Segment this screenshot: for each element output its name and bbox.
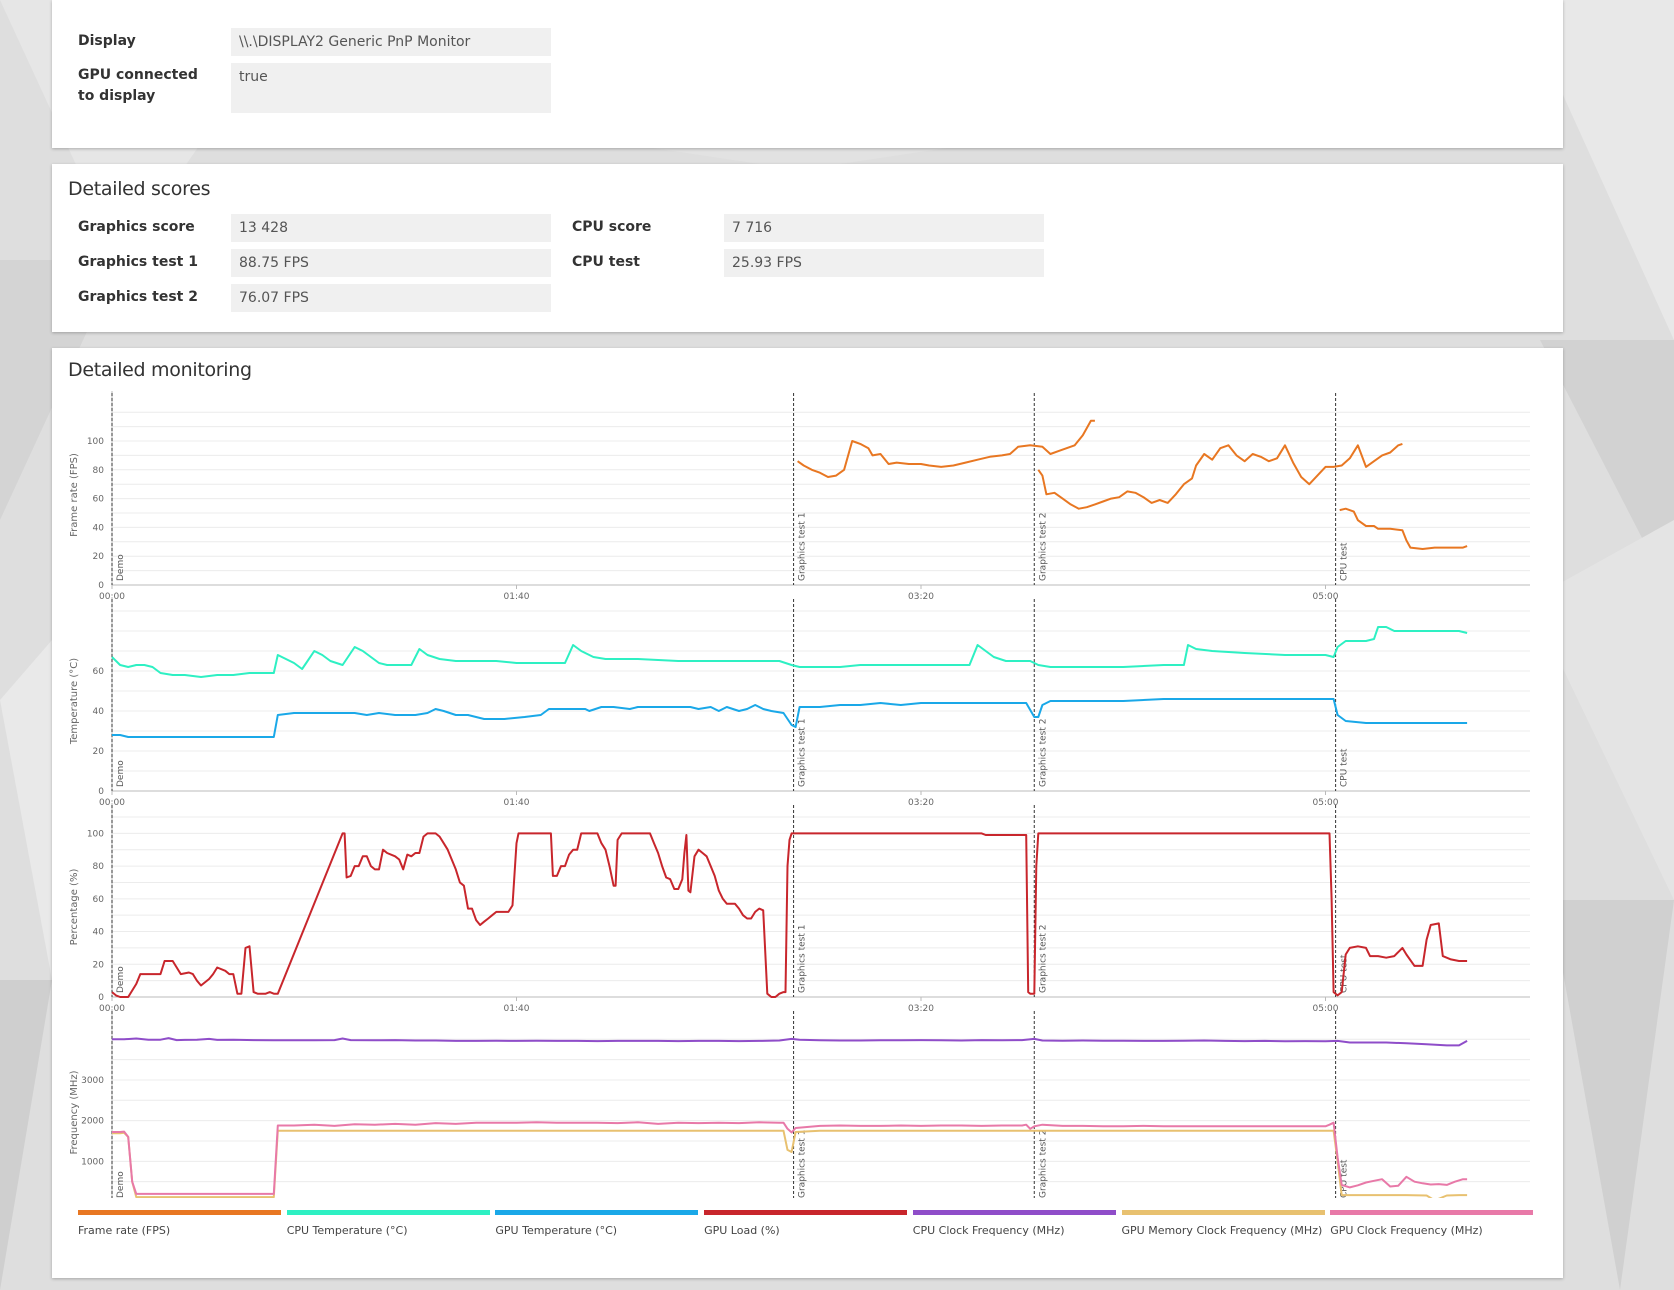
series-line-gpu-load bbox=[111, 832, 1468, 998]
test-marker-label: Graphics test 2 bbox=[1038, 513, 1048, 581]
score-label-graphics-test-1: Graphics test 1 bbox=[78, 254, 198, 270]
score-value-cpu-score: 7 716 bbox=[724, 214, 1044, 242]
test-marker-label: Graphics test 2 bbox=[1038, 719, 1048, 787]
series-line bbox=[112, 1037, 1468, 1047]
y-tick-label: 60 bbox=[93, 667, 105, 677]
y-tick-label: 60 bbox=[93, 495, 105, 505]
y-tick-label: 0 bbox=[98, 581, 104, 591]
legend-label: GPU Temperature (°C) bbox=[495, 1224, 618, 1237]
row-value-gpu-connected: true bbox=[231, 63, 551, 113]
y-tick-label: 20 bbox=[93, 747, 105, 757]
series-line bbox=[111, 626, 1468, 678]
legend-label: Frame rate (FPS) bbox=[78, 1224, 171, 1237]
score-label-graphics-test-2: Graphics test 2 bbox=[78, 289, 198, 305]
card-title-detailed-monitoring: Detailed monitoring bbox=[68, 359, 252, 381]
legend-item[interactable]: GPU Clock Frequency (MHz) bbox=[1330, 1210, 1534, 1240]
test-marker-label: Demo bbox=[116, 554, 126, 581]
x-tick-label: 03:20 bbox=[908, 798, 934, 808]
y-tick-label: 80 bbox=[93, 466, 105, 476]
y-tick-label: 20 bbox=[93, 960, 105, 970]
y-tick-label: 1000 bbox=[81, 1157, 104, 1167]
legend-item[interactable]: GPU Load (%) bbox=[704, 1210, 908, 1240]
test-marker-label: CPU test bbox=[1340, 1159, 1350, 1198]
score-value-graphics-score: 13 428 bbox=[231, 214, 551, 242]
test-marker-label: Demo bbox=[116, 1171, 126, 1198]
legend-color-bar bbox=[1121, 1210, 1325, 1215]
x-tick-label: 01:40 bbox=[504, 798, 530, 808]
test-marker-label: Graphics test 2 bbox=[1038, 1130, 1048, 1198]
y-tick-label: 0 bbox=[98, 993, 104, 1003]
card-title-detailed-scores: Detailed scores bbox=[68, 178, 211, 200]
test-marker-label: Demo bbox=[116, 966, 126, 993]
x-tick-label: 01:40 bbox=[504, 1004, 530, 1014]
test-marker-label: CPU test bbox=[1340, 748, 1350, 787]
system-info-card: Display \\.\DISPLAY2 Generic PnP Monitor… bbox=[52, 0, 1563, 148]
legend-color-bar bbox=[1330, 1210, 1534, 1215]
test-marker-label: Graphics test 1 bbox=[798, 925, 808, 993]
y-tick-label: 40 bbox=[93, 707, 105, 717]
y-tick-label: 80 bbox=[93, 862, 105, 872]
legend-label: CPU Temperature (°C) bbox=[286, 1224, 408, 1237]
x-tick-label: 05:00 bbox=[1313, 592, 1339, 602]
test-marker-label: Graphics test 1 bbox=[798, 1130, 808, 1198]
series-line bbox=[112, 1129, 1468, 1198]
test-marker-label: Graphics test 2 bbox=[1038, 925, 1048, 993]
x-tick-label: 01:40 bbox=[504, 592, 530, 602]
legend-color-bar bbox=[704, 1210, 908, 1215]
test-marker-label: CPU test bbox=[1340, 542, 1350, 581]
legend-color-bar bbox=[495, 1210, 699, 1215]
y-tick-label: 3000 bbox=[81, 1076, 104, 1086]
series-line bbox=[1339, 507, 1468, 550]
x-tick-label: 03:20 bbox=[908, 1004, 934, 1014]
x-tick-label: 03:20 bbox=[908, 592, 934, 602]
y-tick-label: 100 bbox=[87, 829, 104, 839]
y-tick-label: 20 bbox=[93, 552, 105, 562]
y-axis-label: Temperature (°C) bbox=[69, 658, 80, 745]
detailed-monitoring-card: Detailed monitoring 0 20 40 60 80 100 Frame ra… bbox=[52, 348, 1563, 1278]
test-marker-label: Graphics test 1 bbox=[798, 513, 808, 581]
y-tick-label: 40 bbox=[93, 523, 105, 533]
y-axis-label: Frame rate (FPS) bbox=[69, 453, 80, 537]
y-tick-label: 100 bbox=[87, 437, 104, 447]
score-label-cpu-test: CPU test bbox=[572, 254, 640, 270]
x-tick-label: 05:00 bbox=[1313, 798, 1339, 808]
legend-label: GPU Clock Frequency (MHz) bbox=[1330, 1224, 1483, 1237]
y-tick-label: 40 bbox=[93, 928, 105, 938]
legend-label: GPU Load (%) bbox=[704, 1224, 780, 1237]
series-line bbox=[1037, 442, 1403, 510]
legend-item[interactable]: Frame rate (FPS) bbox=[78, 1210, 281, 1240]
row-label-display: Display bbox=[78, 33, 136, 49]
legend-label: CPU Clock Frequency (MHz) bbox=[912, 1224, 1065, 1237]
detailed-scores-card: Detailed scores Graphics score 13 428 Gr… bbox=[52, 164, 1563, 332]
y-tick-label: 60 bbox=[93, 895, 105, 905]
test-marker-label: Demo bbox=[116, 760, 126, 787]
row-value-display: \\.\DISPLAY2 Generic PnP Monitor bbox=[231, 28, 551, 56]
score-value-cpu-test: 25.93 FPS bbox=[724, 249, 1044, 277]
legend-item[interactable]: CPU Temperature (°C) bbox=[286, 1210, 490, 1240]
legend-item[interactable]: GPU Temperature (°C) bbox=[495, 1210, 699, 1240]
series-line bbox=[797, 419, 1095, 478]
test-marker-label: Graphics test 1 bbox=[798, 719, 808, 787]
legend-color-bar bbox=[78, 1210, 281, 1215]
series-line bbox=[112, 1121, 1468, 1195]
series-line bbox=[112, 698, 1468, 738]
score-label-graphics-score: Graphics score bbox=[78, 219, 195, 235]
legend-label: GPU Memory Clock Frequency (MHz) bbox=[1121, 1224, 1323, 1237]
y-axis-label: Percentage (%) bbox=[69, 869, 80, 946]
legend-item[interactable]: GPU Memory Clock Frequency (MHz) bbox=[1121, 1210, 1325, 1240]
legend-color-bar bbox=[286, 1210, 490, 1215]
y-tick-label: 0 bbox=[98, 787, 104, 797]
row-label-gpu-connected: GPU connected to display bbox=[78, 67, 198, 104]
score-value-graphics-test-2: 76.07 FPS bbox=[231, 284, 551, 312]
y-axis-label: Frequency (MHz) bbox=[69, 1070, 80, 1154]
legend-color-bar bbox=[912, 1210, 1116, 1215]
score-label-cpu-score: CPU score bbox=[572, 219, 652, 235]
legend-item[interactable]: CPU Clock Frequency (MHz) bbox=[912, 1210, 1116, 1240]
x-tick-label: 05:00 bbox=[1313, 1004, 1339, 1014]
score-value-graphics-test-1: 88.75 FPS bbox=[231, 249, 551, 277]
y-tick-label: 2000 bbox=[81, 1117, 104, 1127]
